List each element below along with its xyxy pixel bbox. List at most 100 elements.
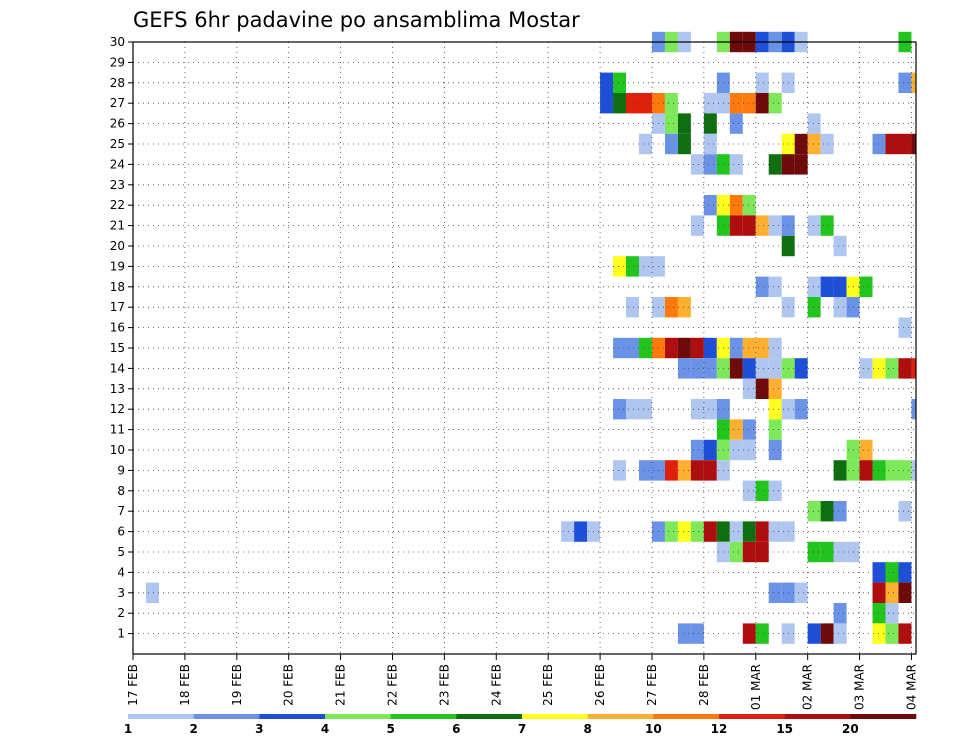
heatmap-cell <box>613 93 627 114</box>
y-tick-label: 6 <box>117 525 125 539</box>
heatmap-cell <box>833 623 847 644</box>
y-tick-label: 24 <box>110 157 125 171</box>
heatmap-cell <box>639 93 652 114</box>
heatmap-cell <box>690 439 704 461</box>
heatmap-cell <box>898 72 912 93</box>
heatmap-cell <box>626 297 639 318</box>
heatmap-cell <box>664 297 678 318</box>
y-tick-label: 21 <box>110 219 125 233</box>
y-tick-label: 1 <box>117 627 125 641</box>
heatmap-cell <box>742 480 756 501</box>
heatmap-cell <box>639 256 652 277</box>
heatmap-cell <box>807 297 821 318</box>
heatmap-cell <box>768 439 782 461</box>
heatmap-cell <box>833 235 847 257</box>
x-tick-label: 04 MAR <box>904 664 918 710</box>
x-tick-label: 21 FEB <box>334 664 348 706</box>
y-tick-label: 9 <box>117 463 125 477</box>
x-tick-label: 28 FEB <box>697 664 711 706</box>
y-tick-label: 20 <box>110 239 125 253</box>
heatmap-cell <box>807 501 821 522</box>
heatmap-cell <box>833 603 847 624</box>
heatmap-cell <box>742 378 756 399</box>
heatmap-cell <box>729 337 743 359</box>
x-tick-label: 26 FEB <box>593 664 607 706</box>
x-tick-label: 02 MAR <box>801 664 815 710</box>
heatmap-cell <box>833 501 847 522</box>
heatmap-cell <box>703 439 717 461</box>
x-tick-label: 23 FEB <box>437 664 451 706</box>
heatmap-cell <box>859 276 873 297</box>
heatmap-cell <box>677 358 691 379</box>
heatmap-cell <box>755 72 769 93</box>
colorbar: 1 2 3 4 5 6 7 8 10 12 15 20 <box>124 714 917 736</box>
heatmap-cell <box>664 133 678 155</box>
x-tick-label: 01 MAR <box>749 664 763 710</box>
heatmap-cell <box>755 93 769 114</box>
heatmap-cell <box>664 337 678 359</box>
colorbar-label: 5 <box>386 722 394 736</box>
heatmap-cell <box>859 439 873 461</box>
colorbar-label: 8 <box>583 722 591 736</box>
colorbar-swatch <box>390 714 457 719</box>
heatmap-cell <box>677 623 691 644</box>
y-tick-label: 8 <box>117 484 125 498</box>
y-tick-label: 14 <box>110 361 125 375</box>
colorbar-label: 2 <box>189 722 197 736</box>
heatmap-cell <box>677 113 691 134</box>
heatmap-cell <box>820 276 834 297</box>
chart-title: GEFS 6hr padavine po ansamblima Mostar <box>133 8 580 32</box>
heatmap-cell <box>690 358 704 379</box>
colorbar-swatch <box>850 714 917 719</box>
heatmap-cell <box>768 480 782 501</box>
heatmap-cell <box>898 358 912 379</box>
heatmap-cell <box>794 358 808 379</box>
y-tick-label: 2 <box>117 606 125 620</box>
heatmap-cell <box>729 541 743 563</box>
colorbar-label: 7 <box>518 722 526 736</box>
y-tick-label: 26 <box>110 117 125 131</box>
y-tick-label: 28 <box>110 76 125 90</box>
colorbar-label: 15 <box>776 722 793 736</box>
x-tick-label: 17 FEB <box>126 664 140 706</box>
colorbar-label: 6 <box>452 722 460 736</box>
heatmap-cell <box>820 541 834 563</box>
heatmap-cell <box>690 337 704 359</box>
y-tick-label: 4 <box>117 565 125 579</box>
y-tick-label: 5 <box>117 545 125 559</box>
heatmap-cell <box>613 460 627 481</box>
y-tick-label: 15 <box>110 341 125 355</box>
heatmap-cell <box>885 582 899 603</box>
heatmap-cell <box>833 276 847 297</box>
heatmap-cell <box>755 623 769 644</box>
x-tick-label: 27 FEB <box>645 664 659 706</box>
y-tick-label: 19 <box>110 259 125 273</box>
heatmap-cell <box>690 521 704 542</box>
heatmap-cell <box>755 276 769 297</box>
heatmap-cell <box>703 337 717 359</box>
heatmap-cell <box>600 93 614 114</box>
y-tick-label: 10 <box>110 443 125 457</box>
colorbar-label: 1 <box>124 722 132 736</box>
heatmap-cell <box>768 215 782 236</box>
x-tick-label: 19 FEB <box>230 664 244 706</box>
heatmap-cell <box>885 623 899 644</box>
heatmap-cell <box>690 623 704 644</box>
y-tick-label: 23 <box>110 178 125 192</box>
x-tick-label: 22 FEB <box>385 664 399 706</box>
heatmap-cell <box>833 460 847 481</box>
heatmap-cell <box>807 541 821 563</box>
heatmap-cell <box>768 358 782 379</box>
heatmap-cell <box>729 154 743 175</box>
heatmap-cell <box>639 399 652 420</box>
colorbar-swatch <box>522 714 588 719</box>
heatmap-cell <box>742 215 756 236</box>
y-tick-label: 22 <box>110 198 125 212</box>
heatmap-cell <box>703 399 717 420</box>
y-tick-label: 25 <box>110 137 125 151</box>
heatmap-cell <box>742 521 756 542</box>
heatmap-cell <box>664 93 678 114</box>
heatmap-cell <box>729 93 743 114</box>
colorbar-swatch <box>128 714 194 719</box>
heatmap-cell <box>742 337 756 359</box>
